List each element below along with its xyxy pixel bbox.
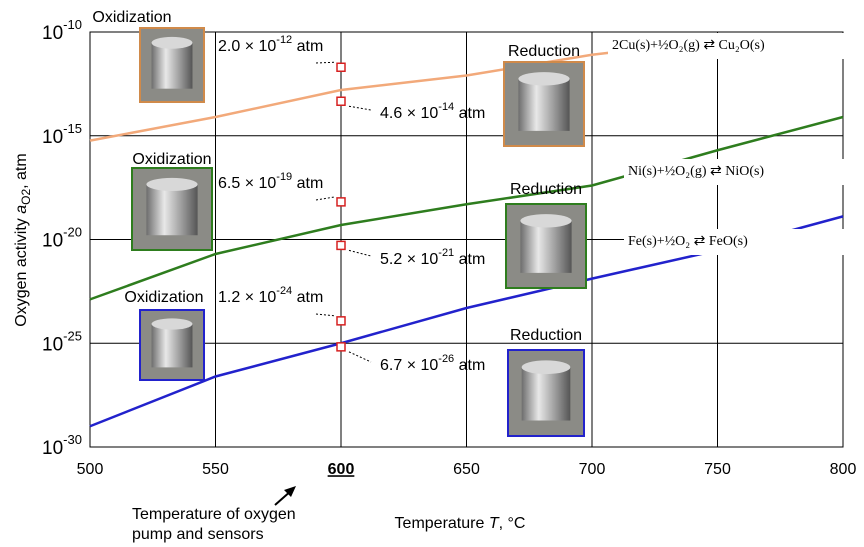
cylinder-top [522,360,571,374]
value-mantissa: 5.2 × 10 [380,251,438,268]
x-tick-label: 700 [579,461,606,478]
y-tick-base: 10 [42,334,63,355]
value-mantissa: 1.2 × 10 [218,289,276,306]
marker [337,317,345,325]
y-tick-exponent: -25 [63,329,82,344]
annotation: Temperature of oxygen [132,506,296,523]
cylinder-top [520,214,571,227]
y-label-sub: O2 [19,189,33,205]
x-tick-label: 650 [453,461,480,478]
legend-entry: Fe(s)+½O₂ ⇄ FeO(s) [628,234,748,249]
value-exponent: -24 [276,285,292,297]
annotation: pump and sensors [132,526,264,543]
photo-label: Reduction [510,327,582,344]
cylinder [518,79,569,131]
photo-label: Reduction [510,181,582,198]
value-mantissa: 6.7 × 10 [380,357,438,374]
x-tick-label: 500 [77,461,104,478]
y-tick-label: 10-25 [42,329,82,356]
value-unit: atm [454,251,485,268]
cylinder-top [152,318,193,329]
y-tick-base: 10 [42,438,63,459]
x-label-text: Temperature [395,515,489,532]
y-tick-exponent: -20 [63,225,82,240]
cylinder [522,367,571,420]
value-exponent: -21 [438,247,454,259]
cylinder-top [152,37,193,49]
leader [349,250,371,256]
value-label: 5.2 × 10-21 atm [380,247,485,268]
value-unit: atm [454,105,485,122]
y-axis-label: Oxygen activity aO2, atm [13,153,33,326]
photo-label: Reduction [508,43,580,60]
value-label: 2.0 × 10-12 atm [218,34,323,55]
legend-entry: 2Cu(s)+½O₂(g) ⇄ Cu₂O(s) [612,38,765,53]
value-exponent: -19 [276,171,292,183]
y-tick-exponent: -15 [63,121,82,136]
leader [316,197,335,200]
value-unit: atm [454,357,485,374]
chart: 10-3010-2510-2010-1510-10500550600650700… [0,0,864,547]
cylinder [152,324,193,367]
marker [337,63,345,71]
leader [316,314,335,316]
cylinder [152,43,193,89]
x-tick-label: 800 [830,461,857,478]
x-tick-label: 750 [704,461,731,478]
value-label: 6.7 × 10-26 atm [380,353,485,374]
cylinder [520,221,571,273]
value-unit: atm [292,175,323,192]
value-exponent: -26 [438,353,454,365]
y-label-text: Oxygen activity [13,214,30,327]
x-tick-label: 600 [328,461,355,478]
marker [337,241,345,249]
value-exponent: -14 [438,101,454,113]
value-mantissa: 2.0 × 10 [218,38,276,55]
y-tick-base: 10 [42,231,63,252]
leader [349,106,371,110]
y-label-italic: a [13,205,30,214]
value-mantissa: 4.6 × 10 [380,105,438,122]
y-tick-base: 10 [42,23,63,44]
y-tick-base: 10 [42,127,63,148]
y-tick-label: 10-15 [42,121,82,148]
y-tick-exponent: -10 [63,17,82,32]
y-label-unit: , atm [13,153,30,189]
x-tick-label: 550 [202,461,229,478]
value-label: 4.6 × 10-14 atm [380,101,485,122]
marker [337,198,345,206]
marker [337,97,345,105]
y-tick-exponent: -30 [63,432,82,447]
value-unit: atm [292,289,323,306]
x-axis-label: Temperature T, °C [395,515,526,532]
leader [316,62,335,63]
cylinder-top [146,178,197,191]
y-tick-label: 10-10 [42,17,82,44]
marker [337,343,345,351]
cylinder-top [518,72,569,85]
y-tick-label: 10-20 [42,225,82,252]
legend-entry: Ni(s)+½O₂(g) ⇄ NiO(s) [628,164,764,179]
value-label: 1.2 × 10-24 atm [218,285,323,306]
leader [349,352,371,362]
y-tick-label: 10-30 [42,432,82,459]
cylinder [146,184,197,235]
photo-label: Oxidization [132,151,211,168]
photo-label: Oxidization [92,9,171,26]
value-exponent: -12 [276,34,292,46]
value-unit: atm [292,38,323,55]
x-label-unit: , °C [499,515,526,532]
value-label: 6.5 × 10-19 atm [218,171,323,192]
photo-label: Oxidization [124,289,203,306]
value-mantissa: 6.5 × 10 [218,175,276,192]
